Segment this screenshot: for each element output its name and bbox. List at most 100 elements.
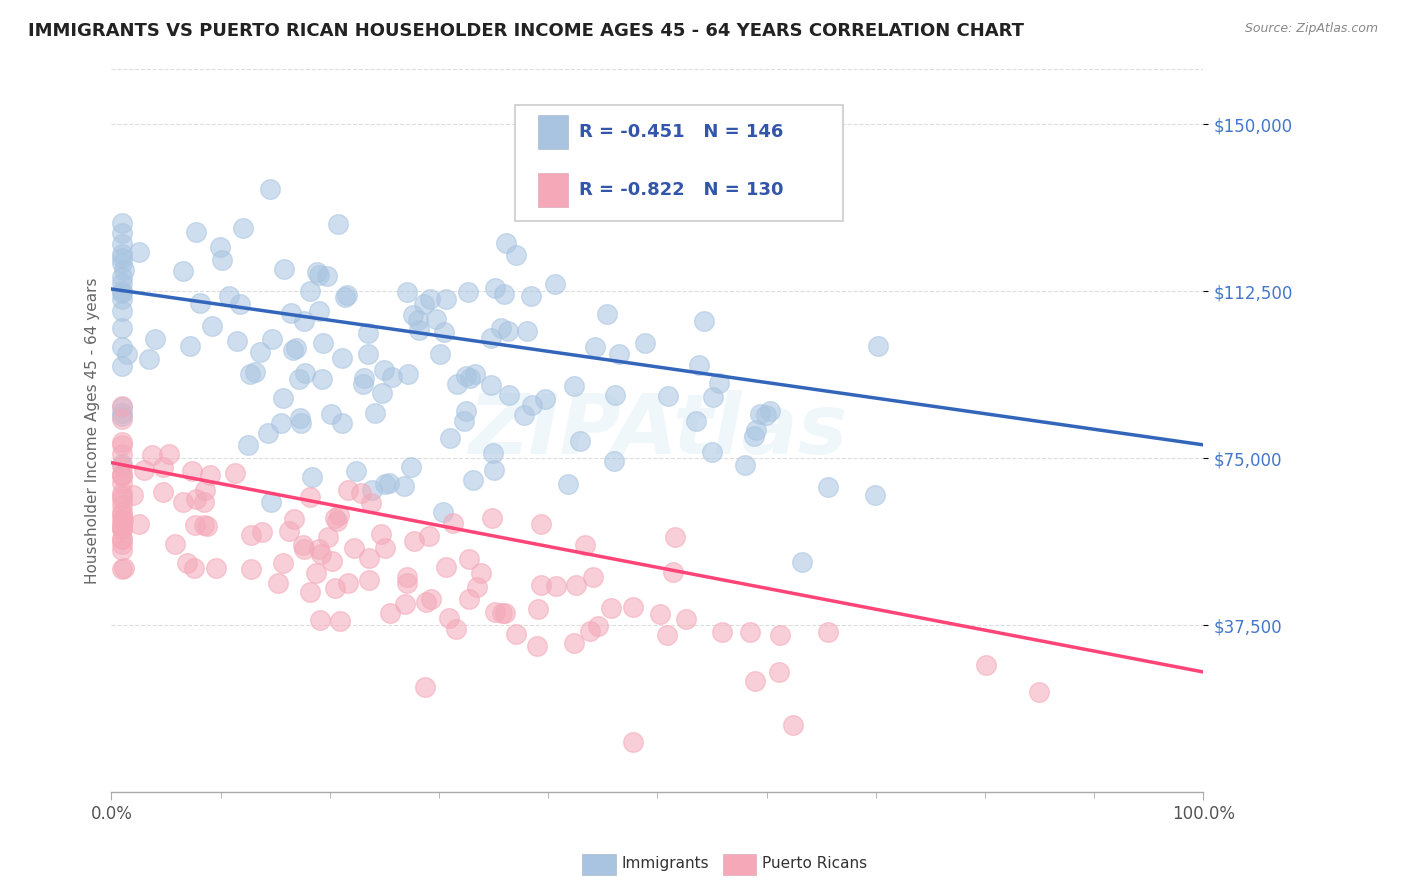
Point [111,467,134,482]
Point [484,281,506,295]
Point [188,296,211,310]
Point [111,438,134,452]
Point [413,680,436,694]
Point [298,585,321,599]
Point [742,429,765,443]
Point [141,448,163,462]
Point [111,522,134,536]
Point [194,483,217,498]
Point [111,434,134,449]
Point [111,512,134,526]
Point [817,624,839,639]
Point [163,537,186,551]
Point [294,366,316,380]
Point [308,304,330,318]
Point [111,457,134,471]
Point [128,244,150,259]
Point [361,483,384,497]
Point [458,591,481,606]
Point [394,597,416,611]
Point [181,465,204,479]
Point [284,341,307,355]
Point [111,508,134,522]
Point [419,591,441,606]
Point [657,389,679,403]
Point [283,512,305,526]
Point [305,265,328,279]
Point [396,569,419,583]
Point [359,551,381,566]
Point [378,606,401,620]
Point [176,556,198,570]
Point [271,391,294,405]
Point [266,576,288,591]
Point [111,292,134,306]
Point [111,406,134,420]
Point [323,581,346,595]
Point [259,495,281,509]
Point [193,495,215,509]
Point [111,303,134,318]
Point [226,334,249,348]
Point [607,347,630,361]
Point [316,269,339,284]
Point [183,561,205,575]
Point [664,530,686,544]
Point [301,469,323,483]
Point [321,407,343,421]
Point [111,359,134,373]
Point [360,496,382,510]
Point [464,368,486,382]
Point [252,524,274,539]
Point [201,319,224,334]
Point [352,376,374,391]
Point [582,570,605,584]
Point [374,541,396,556]
Point [270,416,292,430]
Point [218,289,240,303]
Point [413,297,436,311]
Point [111,469,134,483]
Point [974,658,997,673]
Point [111,321,134,335]
Point [363,406,385,420]
Point [425,311,447,326]
Point [172,495,194,509]
Point [321,554,343,568]
Point [111,412,134,426]
Point [111,400,134,414]
Point [516,324,538,338]
Point [817,480,839,494]
Point [326,217,349,231]
Point [519,289,541,303]
Point [111,489,134,503]
Point [866,339,889,353]
Point [700,445,723,459]
Point [179,339,201,353]
FancyBboxPatch shape [516,104,844,220]
Point [111,537,134,551]
Point [434,292,457,306]
Point [544,578,567,592]
Point [111,532,134,546]
Point [688,359,710,373]
Point [433,325,456,339]
Point [505,627,527,641]
Point [111,247,134,261]
Point [711,625,734,640]
Point [702,391,724,405]
Point [374,477,396,491]
Point [122,488,145,502]
Point [596,308,619,322]
Point [359,573,381,587]
Point [111,284,134,298]
Point [208,240,231,254]
Point [759,404,782,418]
Point [769,628,792,642]
Point [111,505,134,519]
Point [236,437,259,451]
Point [111,543,134,558]
Point [298,490,321,504]
Point [655,627,678,641]
Point [453,414,475,428]
